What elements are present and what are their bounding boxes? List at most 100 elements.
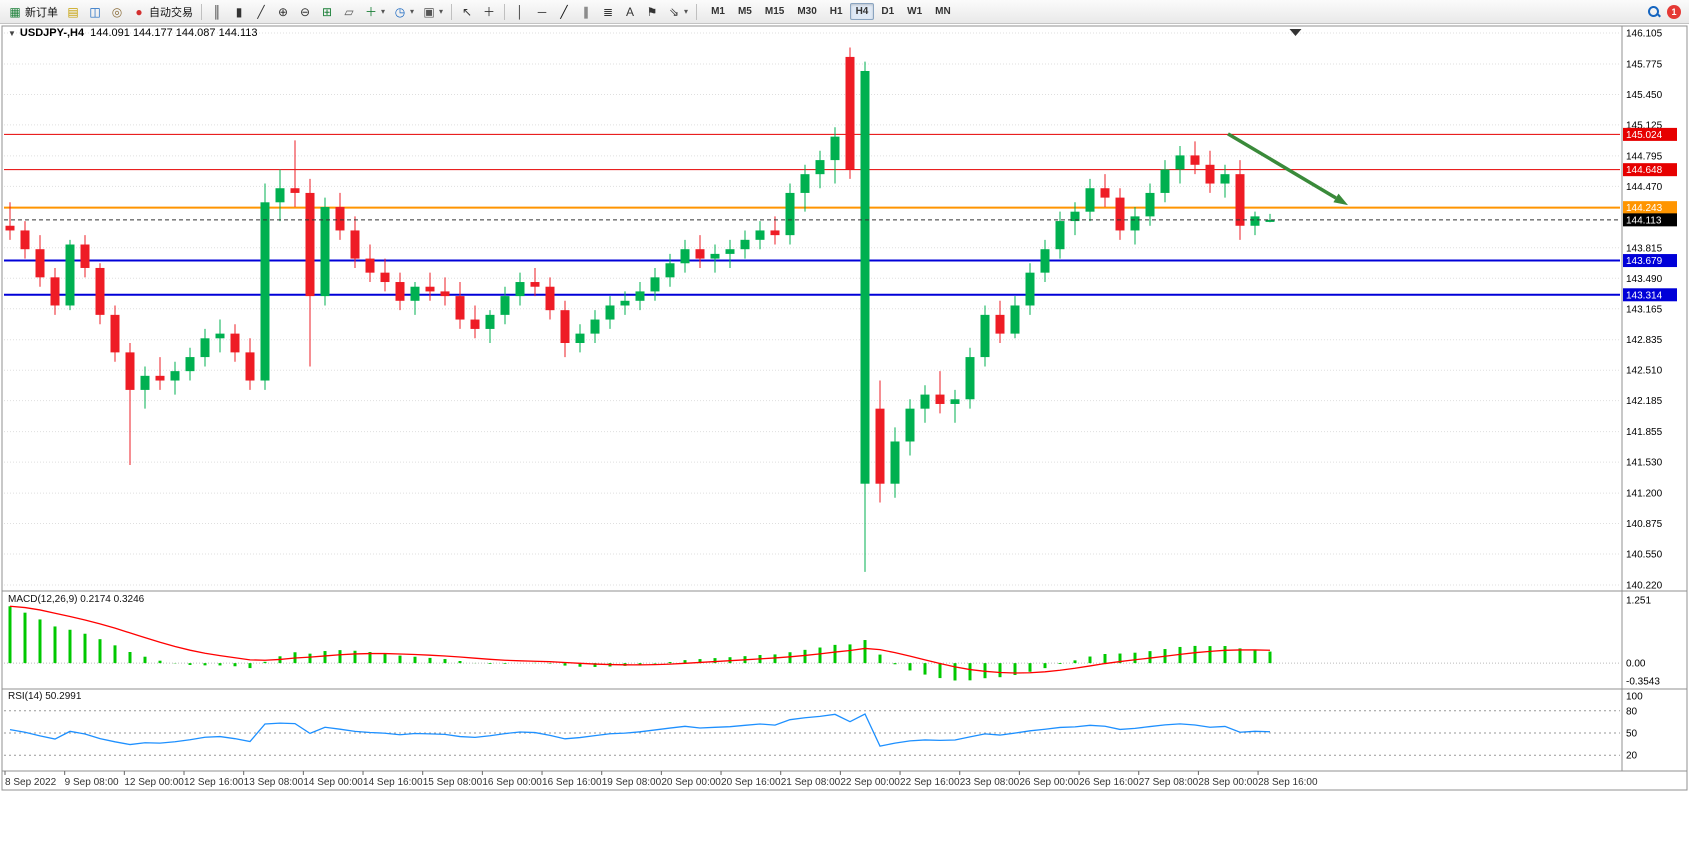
timeframe-m30-button[interactable]: M30: [791, 3, 822, 20]
candle-body: [771, 230, 780, 235]
timeframe-h1-button[interactable]: H1: [824, 3, 849, 20]
price-axis-label: 142.185: [1626, 396, 1663, 407]
candle-body: [1191, 155, 1200, 164]
search-icon[interactable]: [1647, 5, 1661, 19]
label-tool-button[interactable]: ⚑: [641, 1, 663, 23]
line-chart-mode-button[interactable]: ╱: [250, 1, 272, 23]
indicators-button[interactable]: ＋▾: [360, 1, 389, 23]
candle: [666, 254, 675, 287]
arrange-windows-button[interactable]: ▱: [338, 1, 360, 23]
trend-arrow-head[interactable]: [1333, 194, 1348, 205]
vertical-line-tool-button[interactable]: │: [509, 1, 531, 23]
candle: [201, 329, 210, 367]
candle: [1026, 263, 1035, 315]
price-axis-label: 146.105: [1626, 29, 1663, 40]
candle-body: [171, 371, 180, 380]
candle: [861, 62, 870, 572]
templates-dropdown[interactable]: ▾: [439, 7, 443, 16]
price-axis-label: 144.795: [1626, 151, 1663, 162]
notification-badge[interactable]: 1: [1667, 5, 1681, 19]
candlestick-mode-button[interactable]: ▮: [228, 1, 250, 23]
signals-button[interactable]: ◎: [106, 1, 128, 23]
candle-body: [936, 395, 945, 404]
time-axis-label: 8 Sep 2022: [5, 777, 57, 788]
candle-body: [1251, 216, 1260, 225]
time-axis-label: 23 Sep 08:00: [960, 777, 1020, 788]
bar-chart-mode-button[interactable]: ║: [206, 1, 228, 23]
candle-body: [561, 310, 570, 343]
channel-tool-button[interactable]: ∥: [575, 1, 597, 23]
candle-body: [141, 376, 150, 390]
candle-body: [591, 320, 600, 334]
timeframe-d1-button[interactable]: D1: [875, 3, 900, 20]
candle: [741, 230, 750, 258]
candle: [246, 338, 255, 390]
new-order-button[interactable]: ▦新订单: [4, 1, 62, 23]
timeframe-m15-button[interactable]: M15: [759, 3, 790, 20]
timeframe-m1-button[interactable]: M1: [705, 3, 731, 20]
auto-trading-button[interactable]: ●自动交易: [128, 1, 197, 23]
timeframe-h4-button[interactable]: H4: [850, 3, 875, 20]
tile-windows-button[interactable]: ⊞: [316, 1, 338, 23]
price-axis-label: 141.530: [1626, 458, 1663, 469]
trendline-tool-button[interactable]: ╱: [553, 1, 575, 23]
chart-canvas[interactable]: 146.105145.775145.450145.125144.795144.4…: [0, 24, 1689, 853]
candle: [141, 366, 150, 408]
candle: [906, 399, 915, 455]
candle: [651, 268, 660, 301]
candle-body: [876, 409, 885, 484]
chart-window[interactable]: 146.105145.775145.450145.125144.795144.4…: [0, 24, 1689, 853]
cursor-icon: ↖: [460, 6, 474, 18]
candle-body: [111, 315, 120, 353]
rsi-axis-label: 20: [1626, 751, 1638, 762]
templates-button[interactable]: ▣▾: [418, 1, 447, 23]
candle-body: [6, 226, 15, 231]
chart-profiles-button[interactable]: ▤: [62, 1, 84, 23]
price-axis-label: 144.470: [1626, 182, 1663, 193]
cursor-button[interactable]: ↖: [456, 1, 478, 23]
shapes-tool-button[interactable]: ⇘▾: [663, 1, 692, 23]
fibonacci-tool-button[interactable]: ≣: [597, 1, 619, 23]
shapes-tool-dropdown[interactable]: ▾: [684, 7, 688, 16]
candle-body: [1011, 305, 1020, 333]
candle-body: [126, 352, 135, 390]
candle: [381, 259, 390, 292]
candle: [921, 385, 930, 423]
candle: [876, 381, 885, 503]
timeframe-m5-button[interactable]: M5: [732, 3, 758, 20]
timeframe-mn-button[interactable]: MN: [929, 3, 957, 20]
candle-body: [216, 334, 225, 339]
candle-body: [696, 249, 705, 258]
indicators-dropdown[interactable]: ▾: [381, 7, 385, 16]
time-axis-label: 20 Sep 16:00: [721, 777, 781, 788]
candle: [21, 221, 30, 259]
periods-button[interactable]: ◷▾: [389, 1, 418, 23]
rsi-name-label: RSI(14): [8, 691, 42, 702]
candle: [636, 282, 645, 310]
candle-body: [711, 254, 720, 259]
candle: [81, 235, 90, 277]
macd-title: MACD(12,26,9) 0.2174 0.3246: [8, 594, 144, 605]
crosshair-button[interactable]: ＋: [478, 1, 500, 23]
timeframe-w1-button[interactable]: W1: [901, 3, 928, 20]
horizontal-line-tool-button[interactable]: ─: [531, 1, 553, 23]
time-axis-label: 15 Sep 08:00: [423, 777, 483, 788]
chevron-down-icon[interactable]: ▼: [8, 29, 16, 38]
text-tool-button[interactable]: A: [619, 1, 641, 23]
candle-body: [21, 230, 30, 249]
candle: [1116, 188, 1125, 240]
market-watch-button[interactable]: ◫: [84, 1, 106, 23]
zoom-out-button[interactable]: ⊖: [294, 1, 316, 23]
candle: [501, 287, 510, 325]
candle: [981, 305, 990, 366]
candle-body: [1056, 221, 1065, 249]
candle-body: [636, 291, 645, 300]
auto-trading-icon: ●: [132, 6, 146, 18]
candle: [336, 193, 345, 240]
zoom-in-button[interactable]: ⊕: [272, 1, 294, 23]
candle: [996, 301, 1005, 343]
candle-body: [36, 249, 45, 277]
periods-dropdown[interactable]: ▾: [410, 7, 414, 16]
candle: [1011, 296, 1020, 338]
new-order-label: 新订单: [25, 4, 58, 20]
